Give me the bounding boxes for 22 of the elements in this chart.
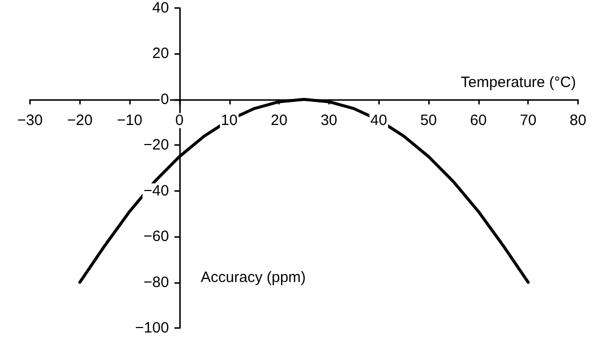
y-tick-label: −20	[144, 136, 169, 154]
x-tick-label: 10	[220, 112, 238, 130]
y-tick-label: 40	[152, 0, 169, 16]
x-tick-label: −10	[116, 112, 142, 130]
x-tick-label: 40	[370, 112, 388, 130]
x-tick-label: 20	[270, 112, 288, 130]
y-tick-label: −40	[144, 182, 169, 200]
y-tick-label: 0	[160, 90, 169, 108]
x-tick-label: 0	[175, 112, 184, 130]
x-tick-label: 80	[570, 112, 586, 130]
x-tick-label: −20	[67, 112, 93, 130]
y-axis-title: Accuracy (ppm)	[200, 269, 306, 286]
x-axis-title: Temperature (°C)	[460, 74, 576, 92]
x-tick-label: −30	[17, 112, 43, 130]
y-tick-label: 20	[152, 45, 169, 62]
y-tick-label: −60	[144, 228, 169, 246]
x-tick-label: 70	[520, 112, 537, 130]
x-tick-label: 60	[470, 112, 487, 130]
x-tick-label: 30	[320, 112, 338, 130]
y-tick-label: −100	[135, 320, 169, 336]
x-tick-label: 50	[420, 112, 437, 130]
y-tick-label: −80	[144, 274, 169, 291]
